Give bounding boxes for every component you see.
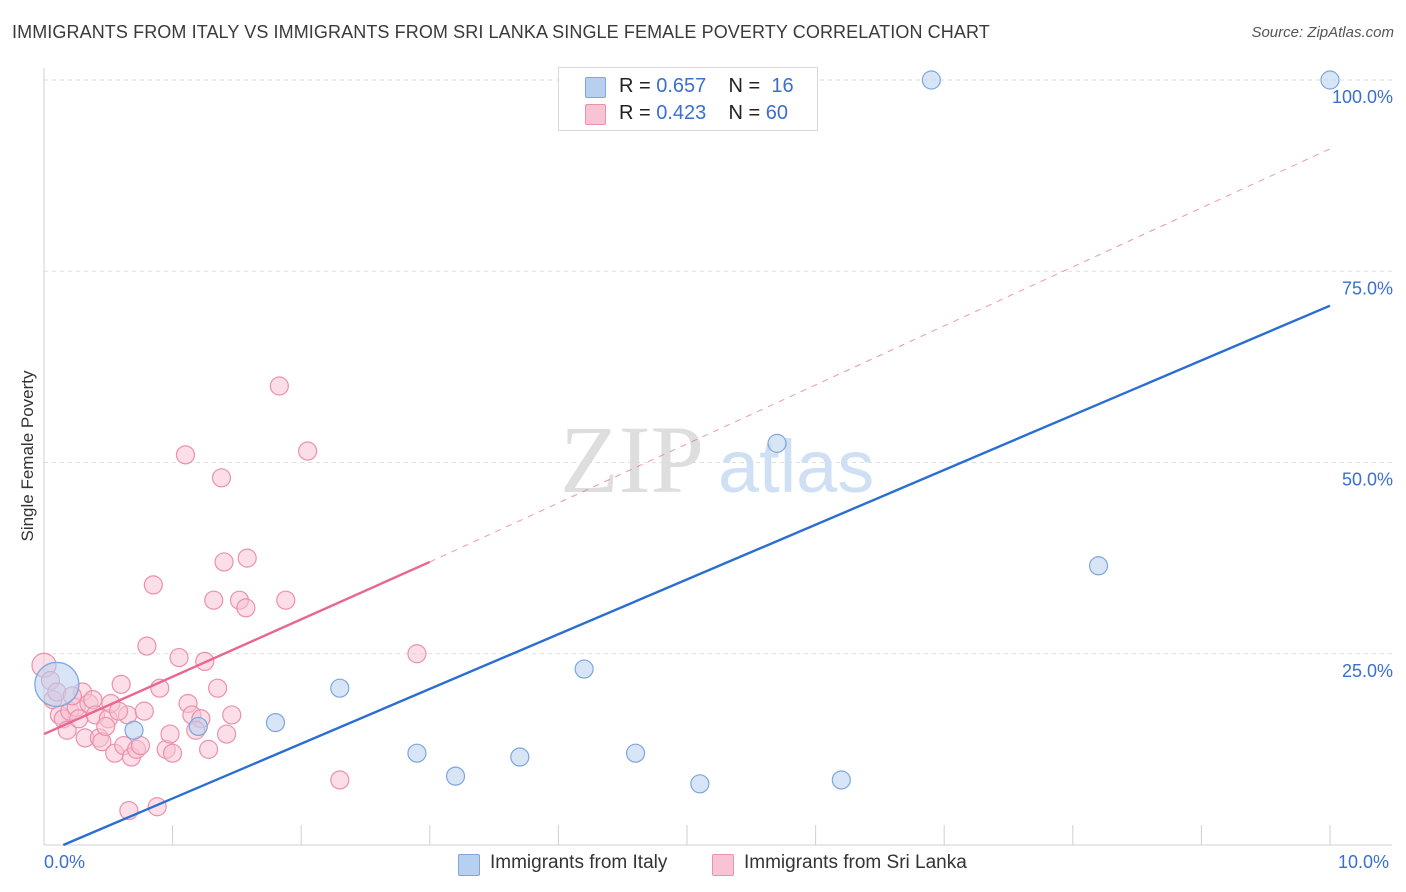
y-tick-labels: 25.0% 50.0% 75.0% 100.0% — [1332, 87, 1393, 681]
italy-point — [188, 716, 208, 737]
srilanka-point — [134, 701, 154, 721]
italy-point — [330, 678, 350, 698]
srilanka-point — [214, 552, 234, 572]
series-legend: Immigrants from Italy Immigrants from Sr… — [0, 852, 1406, 878]
legend-italy-n-label: N = — [728, 75, 761, 97]
y-axis-label: Single Female Poverty — [18, 370, 37, 542]
srilanka-point — [96, 716, 116, 737]
srilanka-point — [407, 644, 427, 664]
italy-point — [574, 659, 594, 679]
italy-point — [1088, 556, 1109, 576]
srilanka-point — [111, 674, 131, 694]
srilanka-point — [163, 743, 183, 763]
watermark: ZIP atlas — [560, 406, 874, 513]
legend-srilanka-r-label: R = — [619, 102, 651, 124]
correlation-legend: R = 0.657 N = 16 R = 0.423 N = 60 — [558, 67, 818, 131]
legend-swatch-italy — [585, 77, 606, 98]
italy-point — [690, 774, 710, 794]
srilanka-point — [204, 590, 224, 610]
watermark-zip: ZIP — [560, 406, 704, 513]
srilanka-point — [269, 376, 289, 396]
srilanka-point — [330, 770, 350, 790]
x-tick-max: 10.0% — [1338, 852, 1390, 872]
srilanka-point — [211, 468, 232, 488]
italy-point — [831, 770, 851, 790]
italy-point — [767, 433, 787, 453]
axes — [43, 68, 1392, 846]
srilanka-trendline-extension — [429, 148, 1331, 563]
watermark-atlas: atlas — [718, 425, 874, 508]
srilanka-point — [217, 724, 237, 744]
legend-italy-n-value: 16 — [771, 75, 794, 97]
italy-point — [445, 766, 466, 786]
legend-italy-r-label: R = — [619, 75, 651, 97]
italy-point — [625, 743, 646, 763]
legend-swatch-srilanka — [585, 104, 606, 125]
srilanka-point — [237, 548, 257, 568]
source-label: Source: ZipAtlas.com — [1251, 24, 1394, 41]
srilanka-trendline — [43, 560, 431, 736]
srilanka-point — [298, 441, 318, 461]
legend-bottom-label-italy: Immigrants from Italy — [490, 852, 668, 873]
srilanka-point — [160, 724, 180, 744]
y-tick-label-25: 25.0% — [1342, 661, 1393, 681]
x-tick-min: 0.0% — [44, 852, 86, 872]
italy-point — [34, 661, 80, 707]
srilanka-point — [108, 701, 129, 721]
srilanka-point — [236, 598, 256, 618]
legend-srilanka-n-label: N = — [728, 102, 761, 124]
legend-bottom-swatch-italy — [458, 854, 480, 876]
srilanka-point — [137, 636, 157, 656]
legend-italy-r-value: 0.657 — [656, 75, 707, 97]
srilanka-point — [276, 590, 296, 610]
trend-lines — [43, 148, 1331, 847]
legend-bottom-swatch-srilanka — [712, 854, 734, 876]
italy-point — [510, 747, 530, 767]
italy-point — [265, 712, 286, 733]
italy-trendline — [62, 304, 1331, 847]
chart-title: IMMIGRANTS FROM ITALY VS IMMIGRANTS FROM… — [12, 22, 990, 42]
srilanka-point — [143, 575, 163, 595]
y-tick-label-75: 75.0% — [1342, 278, 1393, 298]
legend-bottom-label-srilanka: Immigrants from Sri Lanka — [744, 852, 967, 873]
y-tick-label-50: 50.0% — [1342, 470, 1393, 490]
srilanka-points — [31, 376, 427, 821]
srilanka-point — [169, 647, 189, 668]
srilanka-point — [199, 739, 219, 759]
legend-srilanka-r-value: 0.423 — [656, 102, 707, 124]
legend-srilanka-n-value: 60 — [765, 102, 789, 124]
srilanka-point — [222, 705, 242, 725]
italy-points — [34, 70, 1340, 794]
grid-lines — [44, 79, 1392, 655]
srilanka-point — [208, 678, 228, 698]
y-tick-label-100: 100.0% — [1332, 87, 1393, 107]
italy-point — [407, 743, 427, 763]
italy-point — [921, 70, 941, 90]
italy-point — [124, 720, 144, 740]
srilanka-point — [175, 445, 196, 465]
italy-point — [1320, 70, 1340, 90]
